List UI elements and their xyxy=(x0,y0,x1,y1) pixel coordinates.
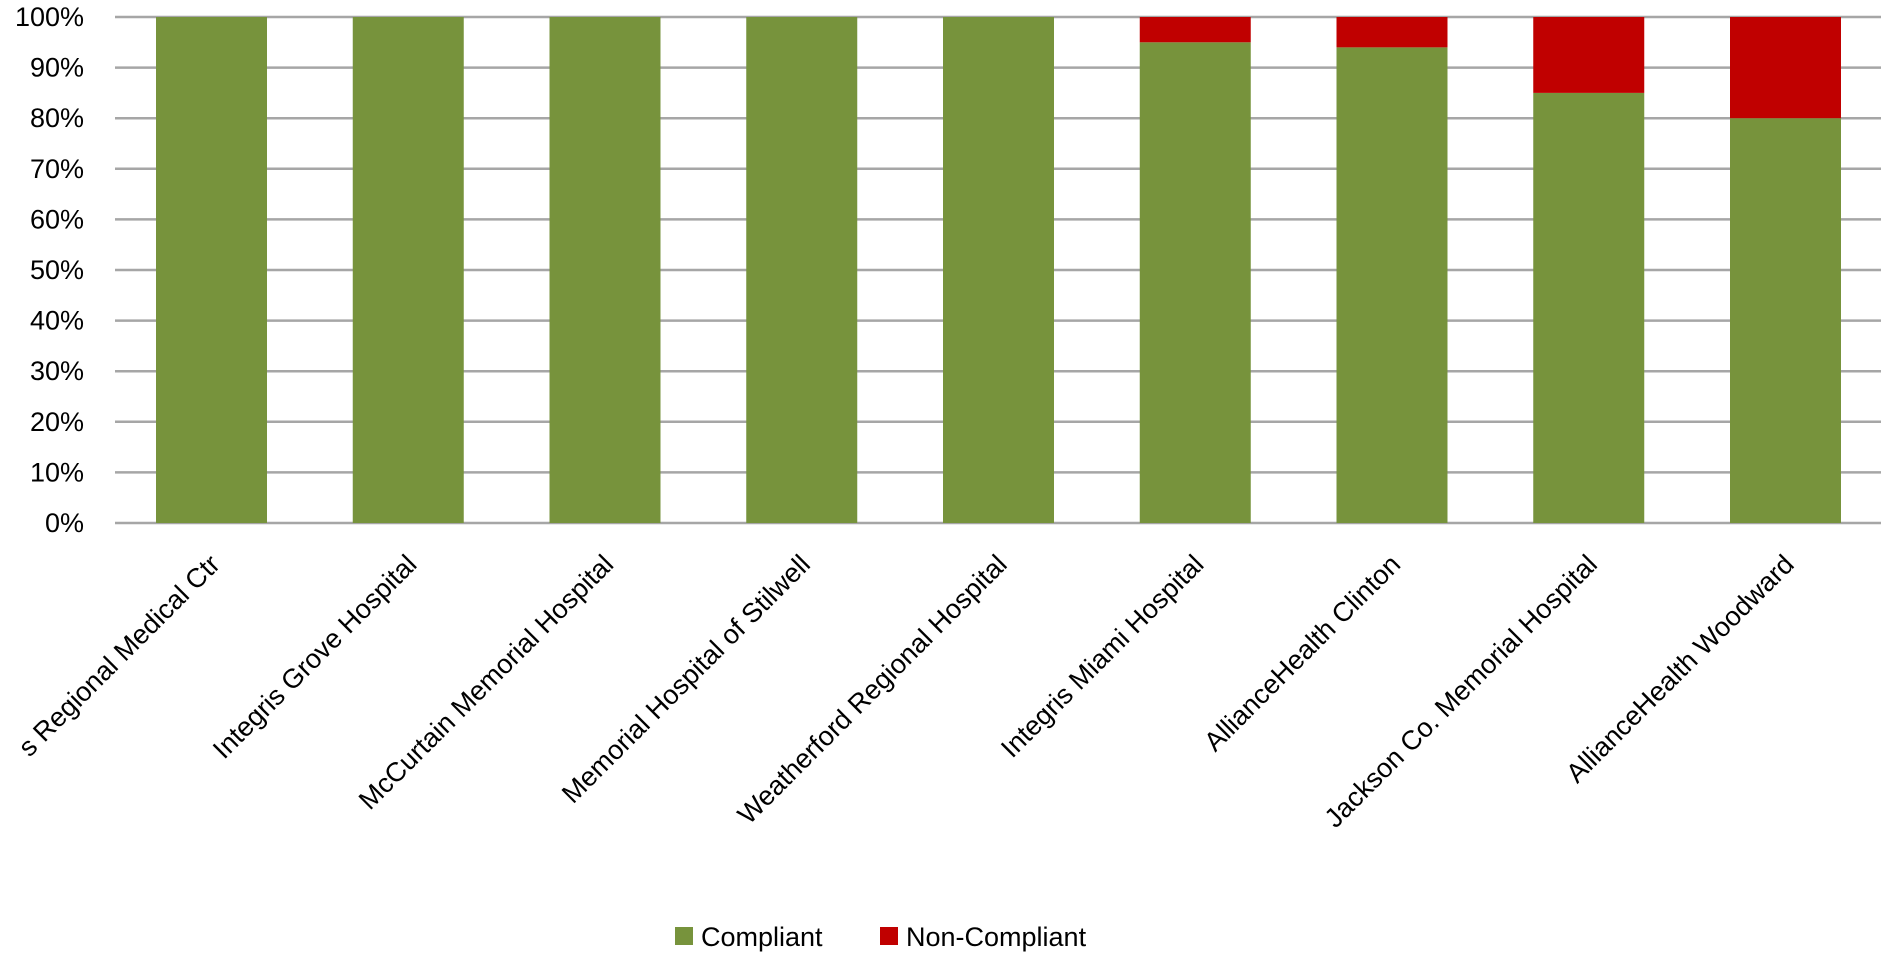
legend-swatch-non-compliant xyxy=(880,927,898,945)
bar-compliant xyxy=(943,17,1054,523)
legend-label-compliant: Compliant xyxy=(701,922,823,952)
bar-compliant xyxy=(156,17,267,523)
y-tick-label: 60% xyxy=(30,204,84,234)
y-tick-label: 90% xyxy=(30,53,84,83)
y-tick-label: 40% xyxy=(30,306,84,336)
bar-non-compliant xyxy=(1730,17,1841,119)
bar-non-compliant xyxy=(1139,17,1251,43)
legend-label-non-compliant: Non-Compliant xyxy=(906,922,1087,952)
y-tick-label: 70% xyxy=(30,154,84,184)
bar-compliant xyxy=(549,17,661,523)
x-category-label: AllianceHealth Woodward xyxy=(1560,549,1799,788)
x-category-label: AllianceHealth Clinton xyxy=(1198,549,1406,757)
legend: Compliant Non-Compliant xyxy=(675,922,1087,952)
x-category-label: s Regional Medical Ctr xyxy=(12,549,225,762)
bar-compliant xyxy=(1730,118,1841,523)
bar-compliant xyxy=(1336,47,1448,524)
bar-non-compliant xyxy=(1533,17,1645,93)
y-axis-tick-labels: 0% 10% 20% 30% 40% 50% 60% 70% 80% 90% 100% xyxy=(15,2,84,538)
y-tick-label: 20% xyxy=(30,407,84,437)
bar-compliant xyxy=(1533,92,1645,524)
bar-compliant xyxy=(352,17,464,523)
bar-compliant xyxy=(746,17,858,523)
y-tick-label: 10% xyxy=(30,457,84,487)
y-tick-label: 30% xyxy=(30,356,84,386)
y-tick-label: 100% xyxy=(15,2,84,32)
x-category-label: Integris Miami Hospital xyxy=(995,549,1209,763)
y-tick-label: 50% xyxy=(30,255,84,285)
bar-non-compliant xyxy=(1336,17,1448,48)
bars xyxy=(156,17,1841,524)
legend-swatch-compliant xyxy=(675,927,693,945)
y-tick-label: 0% xyxy=(45,508,84,538)
x-category-label: Integris Grove Hospital xyxy=(207,549,422,764)
y-tick-label: 80% xyxy=(30,103,84,133)
bar-compliant xyxy=(1139,42,1251,524)
